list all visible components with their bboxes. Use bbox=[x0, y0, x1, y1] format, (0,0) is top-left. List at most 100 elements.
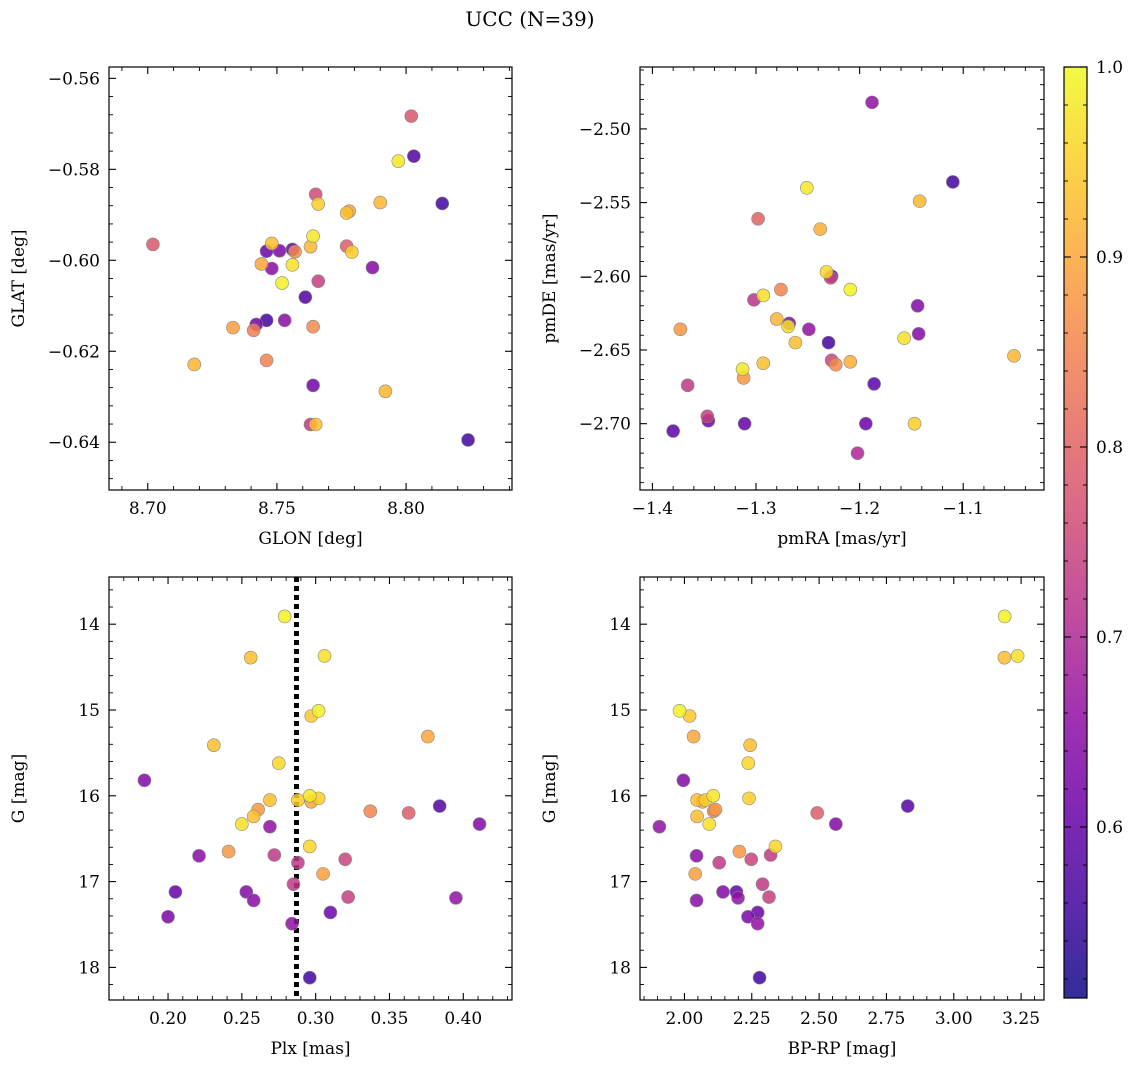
data-point bbox=[137, 773, 152, 788]
data-point bbox=[432, 799, 447, 813]
data-point bbox=[850, 446, 865, 460]
data-point bbox=[716, 885, 730, 899]
data-point bbox=[910, 298, 925, 313]
x-tick-label: 0.30 bbox=[297, 1009, 335, 1029]
data-point bbox=[756, 356, 771, 371]
data-point bbox=[756, 288, 771, 303]
y-tick-label: 16 bbox=[609, 787, 631, 807]
y-tick-label: −0.56 bbox=[48, 69, 100, 89]
data-point bbox=[298, 290, 313, 304]
axes-frame bbox=[639, 66, 1045, 491]
data-point bbox=[345, 245, 359, 259]
data-point bbox=[946, 175, 960, 189]
data-point bbox=[769, 312, 784, 326]
data-point bbox=[706, 788, 721, 803]
x-tick-label: 0.40 bbox=[444, 1009, 482, 1029]
data-point bbox=[449, 891, 463, 905]
x-axis-label: Plx [mas] bbox=[270, 1039, 350, 1059]
colorbar-tick-label: 0.9 bbox=[1096, 248, 1123, 268]
x-tick-label: 2.00 bbox=[666, 1009, 704, 1029]
x-tick-label: 0.20 bbox=[149, 1009, 187, 1029]
colorbar-tick-label: 0.7 bbox=[1096, 628, 1123, 648]
data-point bbox=[897, 331, 911, 345]
data-point bbox=[311, 274, 326, 289]
data-point bbox=[246, 323, 261, 338]
data-point bbox=[259, 353, 274, 368]
data-point bbox=[750, 916, 765, 931]
data-point bbox=[461, 433, 475, 447]
data-point bbox=[391, 154, 406, 168]
data-point bbox=[859, 416, 873, 431]
data-point bbox=[781, 319, 795, 334]
data-point bbox=[421, 729, 435, 744]
panel-glon-glat: 8.70 8.75 8.80 −0.64 −0.62 −0.60 −0.58 −0.56 GLO… bbox=[9, 66, 513, 549]
data-point bbox=[843, 282, 858, 297]
data-point bbox=[288, 244, 302, 259]
x-tick-label: 3.25 bbox=[1002, 1009, 1040, 1029]
data-point bbox=[363, 804, 378, 819]
data-point bbox=[235, 817, 249, 831]
colorbar: 0.6 0.7 0.8 0.9 1.0 bbox=[1063, 58, 1123, 999]
data-point bbox=[285, 916, 299, 931]
y-axis-label: G [mag] bbox=[540, 754, 560, 823]
data-point bbox=[741, 756, 756, 770]
data-point bbox=[286, 877, 301, 891]
data-point bbox=[263, 819, 277, 834]
data-point bbox=[752, 970, 767, 985]
data-point bbox=[243, 650, 258, 665]
data-point bbox=[146, 237, 160, 252]
data-point bbox=[192, 849, 206, 863]
x-tick-label: 8.70 bbox=[129, 499, 167, 519]
data-point bbox=[907, 416, 922, 431]
data-point bbox=[741, 909, 755, 924]
data-point bbox=[339, 206, 354, 220]
y-tick-label: −2.60 bbox=[579, 267, 631, 287]
y-tick-label: 18 bbox=[609, 958, 631, 978]
panel-pmra-pmde: −1.4 −1.3 −1.2 −1.1 −2.70 −2.65 −2.60 −2.55 −2.5… bbox=[540, 66, 1045, 549]
y-tick-label: 16 bbox=[78, 787, 100, 807]
points-pmra-pmde bbox=[666, 95, 1021, 460]
data-point bbox=[819, 265, 834, 279]
data-point bbox=[799, 181, 814, 195]
data-point bbox=[341, 890, 355, 904]
data-point bbox=[676, 773, 691, 788]
data-point bbox=[1010, 649, 1025, 663]
data-point bbox=[686, 729, 701, 744]
data-point bbox=[207, 738, 221, 752]
data-point bbox=[187, 357, 202, 372]
axes-frame bbox=[108, 576, 513, 1001]
y-axis-label: G [mag] bbox=[9, 754, 29, 823]
data-point bbox=[755, 877, 770, 891]
colorbar-tick-label: 1.0 bbox=[1096, 58, 1123, 78]
data-point bbox=[810, 806, 825, 820]
figure-title: UCC (N=39) bbox=[465, 7, 595, 31]
y-axis-label: GLAT [deg] bbox=[9, 229, 29, 327]
x-axis-label: BP-RP [mag] bbox=[788, 1039, 897, 1059]
data-point bbox=[751, 212, 765, 226]
data-point bbox=[735, 362, 750, 376]
data-point bbox=[317, 649, 332, 663]
panel-bprp-g: 2.00 2.25 2.50 2.75 3.00 3.25 14 15 16 17 18 BP-RP … bbox=[540, 576, 1045, 1059]
data-point bbox=[843, 354, 858, 369]
data-point bbox=[742, 791, 756, 806]
x-tick-label: −1.1 bbox=[943, 499, 984, 519]
points-plx-g bbox=[137, 577, 487, 1000]
data-point bbox=[680, 378, 695, 393]
y-tick-label: 14 bbox=[78, 615, 100, 635]
data-point bbox=[285, 258, 300, 272]
x-tick-label: −1.4 bbox=[632, 499, 673, 519]
y-tick-label: 17 bbox=[78, 873, 100, 893]
data-point bbox=[267, 848, 282, 862]
x-tick-label: −1.2 bbox=[839, 499, 880, 519]
data-point bbox=[306, 319, 320, 334]
data-point bbox=[774, 282, 788, 297]
data-point bbox=[373, 195, 388, 210]
y-tick-label: 15 bbox=[78, 701, 100, 721]
data-point bbox=[277, 609, 292, 624]
data-point bbox=[302, 839, 317, 854]
colorbar-tick-label: 0.6 bbox=[1096, 818, 1123, 838]
data-point bbox=[737, 416, 752, 431]
x-tick-label: 2.50 bbox=[800, 1009, 838, 1029]
y-axis-label: pmDE [mas/yr] bbox=[540, 213, 560, 343]
